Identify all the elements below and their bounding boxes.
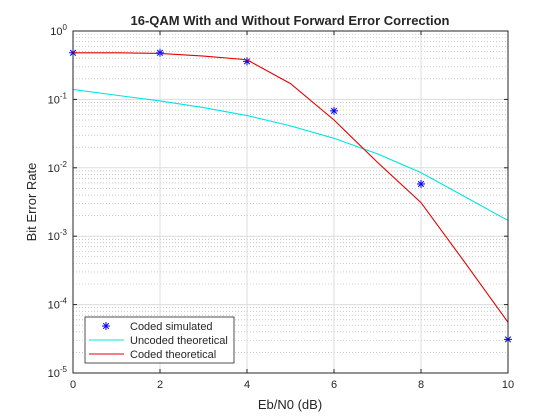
series-layer <box>69 48 512 344</box>
series-coded-simulated-point <box>417 179 425 188</box>
marker-stroke <box>330 107 338 115</box>
minor-grid <box>73 33 508 353</box>
x-tick-label: 10 <box>502 379 514 391</box>
marker-stroke <box>156 49 164 56</box>
legend-label: Uncoded theoretical <box>130 335 228 347</box>
legend-entry: Coded simulated <box>102 321 213 333</box>
chart-title: 16-QAM With and Without Forward Error Co… <box>131 13 450 28</box>
legend: Coded simulated Uncoded theoretical Coded … <box>84 316 235 364</box>
x-tick-label: 4 <box>244 379 250 391</box>
series-coded-simulated-point <box>156 48 164 57</box>
x-tick-label: 6 <box>331 379 337 391</box>
marker-stroke <box>243 58 251 65</box>
x-tick-label: 2 <box>157 379 163 391</box>
series-coded-simulated-point <box>330 106 338 115</box>
plot-area <box>73 31 508 373</box>
legend-label: Coded simulated <box>130 321 213 333</box>
x-tick-label: 0 <box>70 379 76 391</box>
series-uncoded-theoretical-line <box>72 88 509 221</box>
legend-entry: Coded theoretical <box>89 349 216 361</box>
tick-marks <box>72 30 509 374</box>
x-tick-labels: 0 2 4 6 8 10 <box>70 379 514 391</box>
x-axis-label: Eb/N0 (dB) <box>258 397 322 412</box>
legend-entry: Uncoded theoretical <box>89 335 228 347</box>
legend-marker-swatch <box>102 322 110 330</box>
y-axis-label: Bit Error Rate <box>24 163 39 242</box>
series-coded-theoretical-line <box>73 52 509 323</box>
legend-label: Coded theoretical <box>130 349 216 361</box>
marker-stroke <box>102 322 110 330</box>
x-tick-label: 8 <box>418 379 424 391</box>
plot-frame <box>72 30 509 374</box>
marker-stroke <box>417 180 425 188</box>
